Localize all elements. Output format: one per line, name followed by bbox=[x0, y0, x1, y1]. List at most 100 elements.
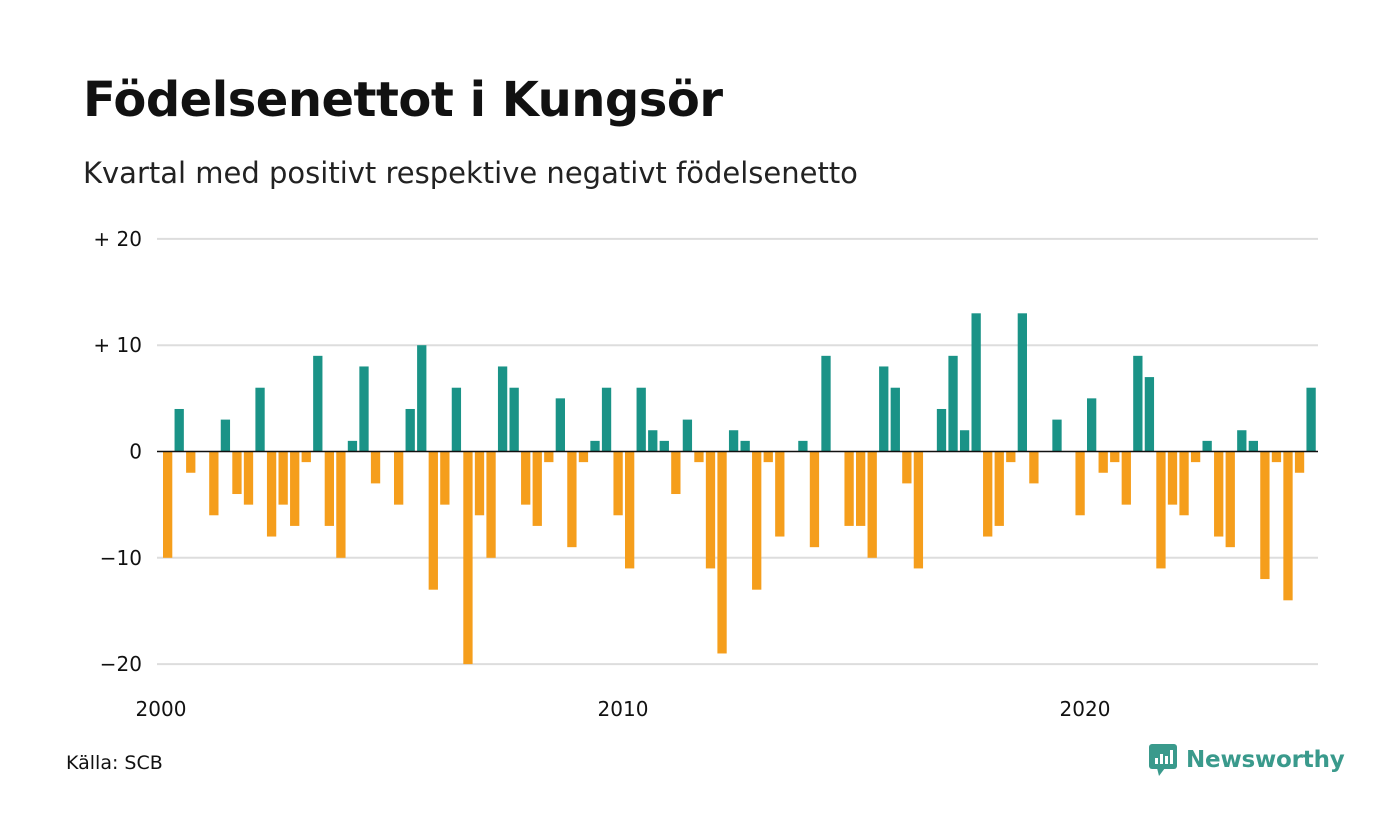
positive-bar bbox=[555, 398, 565, 452]
positive-bar bbox=[659, 440, 669, 452]
positive-bar bbox=[590, 440, 600, 452]
negative-bar bbox=[1260, 451, 1270, 580]
negative-bar bbox=[1179, 451, 1189, 516]
negative-bar bbox=[856, 451, 866, 526]
positive-bar bbox=[740, 440, 750, 452]
y-tick-label: −10 bbox=[100, 546, 142, 570]
negative-bar bbox=[994, 451, 1004, 526]
negative-bar bbox=[209, 451, 219, 516]
bar-chart-speech-bubble-icon bbox=[1149, 744, 1177, 776]
grid-lines bbox=[157, 237, 1318, 666]
negative-bar bbox=[867, 451, 877, 558]
negative-bar bbox=[1167, 451, 1178, 505]
positive-bar bbox=[648, 430, 658, 452]
positive-bar bbox=[359, 366, 369, 452]
positive-bar bbox=[347, 440, 358, 452]
positive-bar bbox=[1202, 440, 1212, 452]
positive-bar bbox=[1306, 387, 1316, 452]
negative-bar bbox=[844, 451, 854, 526]
x-tick-label: 2010 bbox=[598, 697, 649, 721]
negative-bar bbox=[1029, 451, 1039, 484]
negative-bar bbox=[278, 451, 288, 505]
negative-bar bbox=[613, 451, 623, 516]
x-tick-label: 2000 bbox=[136, 697, 187, 721]
positive-bar bbox=[1248, 440, 1258, 452]
negative-bar bbox=[1098, 451, 1108, 473]
negative-bar bbox=[567, 451, 577, 548]
positive-bar bbox=[509, 387, 519, 452]
positive-bar bbox=[313, 355, 323, 452]
negative-bar bbox=[578, 451, 589, 463]
negative-bar bbox=[1006, 451, 1016, 463]
positive-bar bbox=[682, 419, 693, 452]
brand-logo: Newsworthy bbox=[1148, 743, 1345, 777]
negative-bar bbox=[544, 451, 554, 463]
negative-bar bbox=[1075, 451, 1085, 516]
positive-bar bbox=[417, 345, 427, 452]
negative-bar bbox=[763, 451, 773, 463]
axes: + 20 + 10 0 −10 −20 2000 2010 2020 bbox=[93, 227, 1318, 721]
negative-bar bbox=[1294, 451, 1305, 473]
negative-bar bbox=[336, 451, 346, 558]
negative-bar bbox=[694, 451, 704, 463]
negative-bar bbox=[913, 451, 924, 569]
positive-bar bbox=[1052, 419, 1062, 452]
negative-bar bbox=[625, 451, 635, 569]
positive-bar bbox=[948, 355, 958, 452]
y-tick-label: 0 bbox=[129, 440, 142, 464]
positive-bar bbox=[220, 419, 231, 452]
negative-bar bbox=[370, 451, 381, 484]
positive-bar bbox=[971, 313, 981, 452]
negative-bar bbox=[521, 451, 531, 505]
negative-bar bbox=[1110, 451, 1120, 463]
negative-bar bbox=[1283, 451, 1293, 601]
negative-bar bbox=[163, 451, 173, 558]
positive-bar bbox=[174, 408, 184, 452]
source-note: Källa: SCB bbox=[66, 752, 163, 774]
positive-bar bbox=[405, 408, 415, 452]
positive-bar bbox=[798, 440, 808, 452]
negative-bar bbox=[186, 451, 196, 473]
negative-bar bbox=[243, 451, 254, 505]
negative-bar bbox=[752, 451, 762, 590]
negative-bar bbox=[809, 451, 820, 548]
negative-bar bbox=[983, 451, 993, 537]
negative-bar bbox=[1156, 451, 1166, 569]
positive-bar bbox=[728, 430, 739, 452]
negative-bar bbox=[290, 451, 300, 526]
negative-bar bbox=[671, 451, 681, 495]
negative-bar bbox=[705, 451, 716, 569]
chart-subtitle: Kvartal med positivt respektive negativt… bbox=[83, 156, 858, 190]
positive-bar bbox=[451, 387, 462, 452]
negative-bar bbox=[532, 451, 542, 526]
negative-bar bbox=[324, 451, 334, 526]
negative-bar bbox=[1121, 451, 1131, 505]
negative-bar bbox=[266, 451, 277, 537]
positive-bar bbox=[936, 408, 947, 452]
negative-bar bbox=[428, 451, 438, 590]
brand-name: Newsworthy bbox=[1186, 747, 1345, 773]
negative-bar bbox=[1225, 451, 1235, 548]
positive-bar bbox=[890, 387, 900, 452]
positive-bar bbox=[879, 366, 889, 452]
positive-bar bbox=[255, 387, 265, 452]
bars bbox=[163, 313, 1316, 665]
positive-bar bbox=[1017, 313, 1027, 452]
negative-bar bbox=[440, 451, 450, 505]
x-tick-label: 2020 bbox=[1060, 697, 1111, 721]
negative-bar bbox=[775, 451, 785, 537]
positive-bar bbox=[497, 366, 508, 452]
positive-bar bbox=[1087, 398, 1097, 452]
chart-title: Födelsenettot i Kungsör bbox=[83, 72, 723, 128]
positive-bar bbox=[1144, 377, 1155, 452]
negative-bar bbox=[301, 451, 311, 463]
negative-bar bbox=[1214, 451, 1224, 537]
y-tick-label: + 20 bbox=[93, 227, 142, 251]
negative-bar bbox=[486, 451, 496, 558]
negative-bar bbox=[1271, 451, 1282, 463]
negative-bar bbox=[1190, 451, 1201, 463]
negative-bar bbox=[717, 451, 727, 654]
negative-bar bbox=[463, 451, 473, 665]
negative-bar bbox=[394, 451, 404, 505]
